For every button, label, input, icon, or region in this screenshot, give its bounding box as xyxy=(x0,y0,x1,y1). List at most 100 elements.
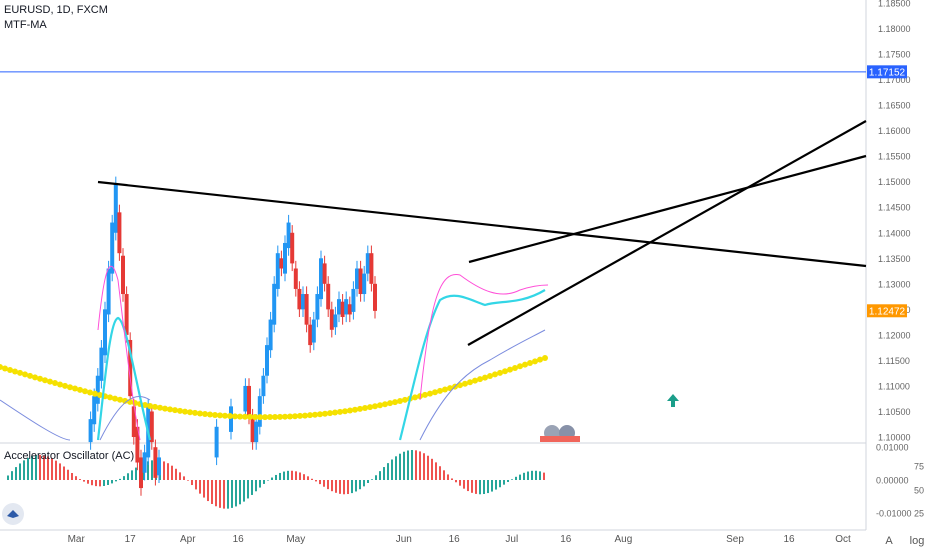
candle-body[interactable] xyxy=(340,301,345,318)
candle-body[interactable] xyxy=(135,426,140,463)
candle-body[interactable] xyxy=(247,385,251,417)
ma-yellow-dot xyxy=(202,411,208,418)
ma-yellow-dot xyxy=(152,403,158,410)
oscillator-percent-label: 75 xyxy=(914,462,924,472)
candle-body[interactable] xyxy=(149,411,154,443)
hline-price-label: 1.17152 xyxy=(867,65,907,79)
ma-yellow-dot xyxy=(412,394,418,401)
candle-body[interactable] xyxy=(290,232,295,264)
candle-body[interactable] xyxy=(337,299,341,315)
candle-body[interactable] xyxy=(257,396,262,427)
candle-body[interactable] xyxy=(286,222,291,249)
candle-body[interactable] xyxy=(103,309,107,356)
candle-body[interactable] xyxy=(229,406,233,432)
price-tick-label: 1.11500 xyxy=(878,356,910,366)
candle-body[interactable] xyxy=(95,375,100,404)
ma-yellow-dot xyxy=(352,406,358,413)
candle-body[interactable] xyxy=(319,258,323,300)
candle-body[interactable] xyxy=(128,339,133,397)
candle-body[interactable] xyxy=(121,255,125,295)
downtrend-line[interactable] xyxy=(97,180,867,268)
candle-body[interactable] xyxy=(355,268,359,289)
time-tick-label: Aug xyxy=(615,534,633,545)
ma-yellow-dot xyxy=(332,409,338,416)
candle-body[interactable] xyxy=(265,345,269,376)
price-tick-label: 1.18500 xyxy=(878,0,911,9)
candle-body[interactable] xyxy=(293,268,298,289)
candle-body[interactable] xyxy=(351,288,356,312)
oscillator-axis-ticks: 0.01000 0.00000 -0.01000 75 50 25 xyxy=(876,443,924,519)
ma-yellow-dot xyxy=(322,410,328,417)
price-tick-label: 1.17000 xyxy=(878,75,911,85)
candle-body[interactable] xyxy=(254,421,259,443)
candle-body[interactable] xyxy=(362,273,367,295)
candle-body[interactable] xyxy=(124,294,129,335)
lower-channel-line[interactable] xyxy=(467,120,867,346)
ma-yellow-dot xyxy=(507,366,513,373)
candle-body[interactable] xyxy=(322,263,327,284)
ma-yellow-dot xyxy=(177,407,183,414)
candle-body[interactable] xyxy=(373,283,377,311)
candle-body[interactable] xyxy=(275,253,280,289)
ma-yellow-dot xyxy=(122,397,128,404)
candle-body[interactable] xyxy=(214,426,219,458)
candle-body[interactable] xyxy=(88,419,93,443)
candle-body[interactable] xyxy=(369,253,374,284)
candle-body[interactable] xyxy=(139,457,143,489)
ma-yellow-dot xyxy=(237,413,243,420)
trendlines[interactable] xyxy=(97,120,867,346)
candle-body[interactable] xyxy=(157,457,161,476)
auto-scale-button[interactable]: A xyxy=(885,535,893,547)
candle-body[interactable] xyxy=(117,212,122,254)
candle-body[interactable] xyxy=(153,447,158,478)
candle-body[interactable] xyxy=(311,319,316,343)
ma-yellow-dot xyxy=(327,410,333,417)
ma-yellow-dot xyxy=(57,381,63,388)
candle-body[interactable] xyxy=(99,347,104,381)
candle-body[interactable] xyxy=(261,375,266,397)
candle-body[interactable] xyxy=(344,299,349,315)
ma-yellow-dot xyxy=(27,372,33,379)
candle-body[interactable] xyxy=(365,253,370,274)
candle-body[interactable] xyxy=(315,294,320,320)
candle-body[interactable] xyxy=(243,385,248,412)
candle-body[interactable] xyxy=(329,309,334,330)
up-arrow-icon xyxy=(667,394,679,407)
ma-yellow-dot xyxy=(472,377,478,384)
ma-yellow-dot xyxy=(502,368,508,375)
candle-body[interactable] xyxy=(279,258,284,269)
candle-body[interactable] xyxy=(250,416,255,443)
ma-yellow-dot xyxy=(192,409,198,416)
ma-yellow-dot xyxy=(497,369,503,376)
moving-averages-layer xyxy=(0,265,549,441)
ma-yellow-dot xyxy=(532,358,538,365)
price-tick-label: 1.13000 xyxy=(878,279,911,289)
last-price-label-text: 1.12472 xyxy=(869,306,906,317)
candle-body[interactable] xyxy=(272,283,277,325)
candle-body[interactable] xyxy=(106,268,111,315)
event-badges[interactable] xyxy=(540,425,580,442)
ma-yellow-dot xyxy=(97,392,103,399)
candle-body[interactable] xyxy=(301,294,305,310)
candle-body[interactable] xyxy=(326,283,331,310)
candle-body[interactable] xyxy=(347,304,352,315)
ma-yellow-dot xyxy=(342,408,348,415)
candle-body[interactable] xyxy=(131,406,136,437)
ma-yellow-dot xyxy=(107,394,113,401)
candle-body[interactable] xyxy=(358,268,363,295)
candle-body[interactable] xyxy=(304,294,309,325)
candle-body[interactable] xyxy=(142,452,147,473)
candle-body[interactable] xyxy=(92,396,97,425)
candle-body[interactable] xyxy=(308,324,313,346)
candle-body[interactable] xyxy=(283,242,287,274)
ma-yellow-dot xyxy=(182,408,188,415)
last-price-label: 1.12472 xyxy=(867,304,907,318)
candle-body[interactable] xyxy=(333,314,338,328)
oscillator-tick-label: -0.01000 xyxy=(876,509,912,519)
upper-channel-line[interactable] xyxy=(468,154,867,264)
candle-body[interactable] xyxy=(297,288,302,310)
candle-body[interactable] xyxy=(268,319,273,351)
candle-body[interactable] xyxy=(110,222,115,274)
log-scale-button[interactable]: log xyxy=(910,535,925,547)
candle-body[interactable] xyxy=(113,184,118,233)
